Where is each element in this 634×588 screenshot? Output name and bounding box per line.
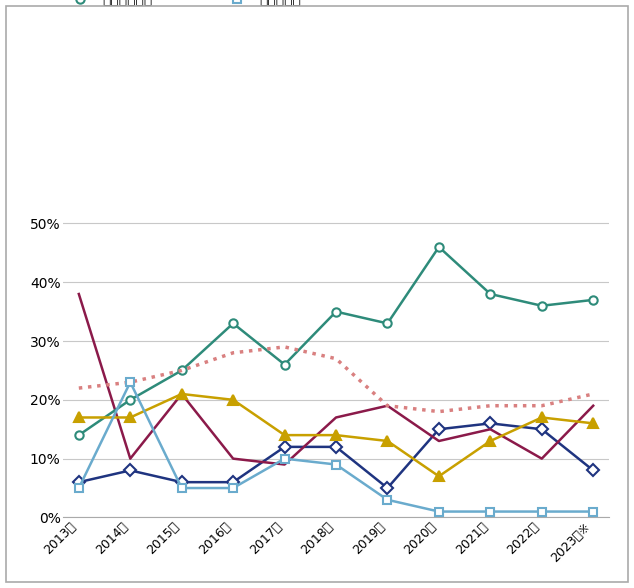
Legend: J-REIT, SPC・私募REIT等, 不動産・建設, その他の事業法人等, 公共等・その他, 外資系法人: J-REIT, SPC・私募REIT等, 不動産・建設, その他の事業法人等, … (60, 0, 340, 12)
